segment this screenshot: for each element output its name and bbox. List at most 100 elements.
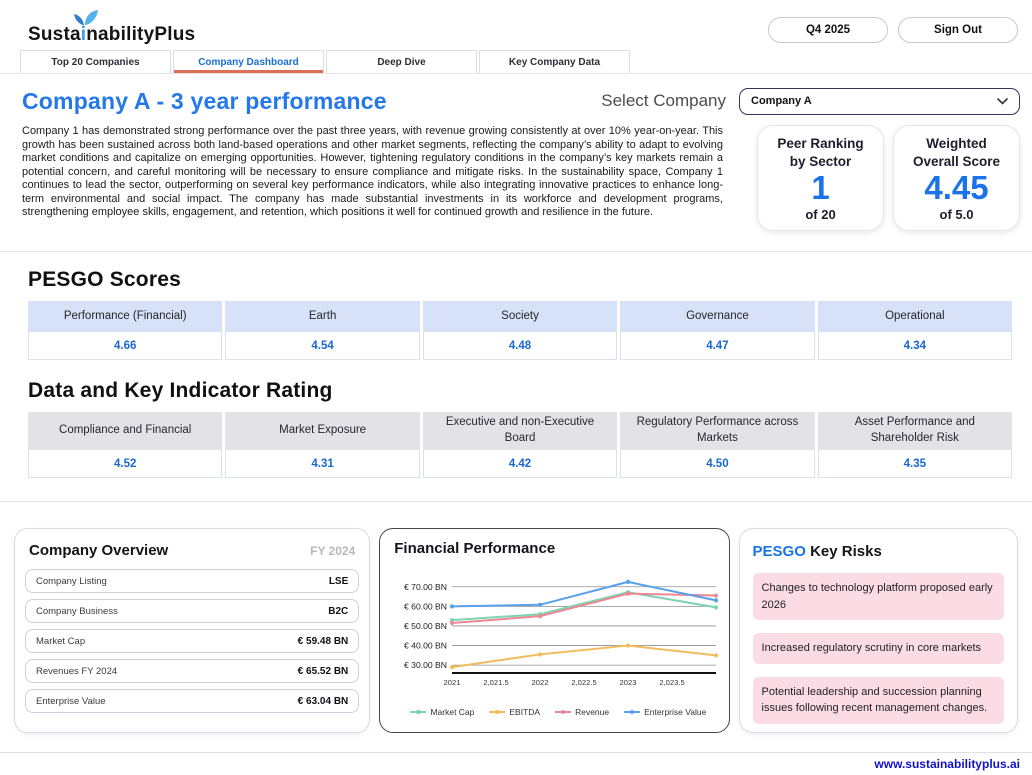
pesgo-accent-label: PESGO (753, 543, 806, 560)
risk-item: Increased regulatory scrutiny in core ma… (753, 633, 1004, 664)
company-summary-text: Company 1 has demonstrated strong perfor… (22, 125, 723, 231)
table-column: Executive and non-Executive Board 4.42 (423, 412, 617, 478)
tab-top-20-companies[interactable]: Top 20 Companies (20, 50, 171, 73)
peer-ranking-card: Peer Ranking by Sector 1 of 20 (757, 125, 884, 231)
stat-cards: Peer Ranking by Sector 1 of 20 Weighted … (757, 125, 1020, 231)
svg-text:€ 70.00 BN: € 70.00 BN (404, 582, 447, 592)
legend-item: Enterprise Value (624, 707, 706, 717)
website-link[interactable]: www.sustainabilityplus.ai (874, 757, 1020, 771)
svg-text:2,022.5: 2,022.5 (572, 678, 597, 687)
legend-item: Revenue (555, 707, 609, 717)
company-select-value: Company A (751, 95, 812, 107)
table-column: Compliance and Financial 4.52 (28, 412, 222, 478)
table-column: Earth 4.54 (225, 301, 419, 360)
column-value: 4.47 (620, 332, 814, 360)
legend-marker-icon (555, 709, 571, 715)
footer-bar: www.sustainabilityplus.ai (0, 752, 1032, 775)
company-overview-header: Company Overview FY 2024 (25, 542, 359, 559)
svg-text:2,021.5: 2,021.5 (484, 678, 509, 687)
table-column: Asset Performance and Shareholder Risk 4… (818, 412, 1012, 478)
key-risks-title: PESGO Key Risks (753, 543, 1004, 560)
pesgo-scores-table: Performance (Financial) 4.66 Earth 4.54 … (28, 301, 1012, 360)
section-divider-2 (0, 501, 1032, 502)
table-column: Society 4.48 (423, 301, 617, 360)
overall-score-caption: of 5.0 (940, 207, 974, 222)
select-company-label: Select Company (601, 91, 726, 111)
column-value: 4.42 (423, 450, 617, 478)
legend-item: Market Cap (410, 707, 474, 717)
table-column: Market Exposure 4.31 (225, 412, 419, 478)
logo-text-prefix: Susta (28, 24, 81, 45)
table-column: Operational 4.34 (818, 301, 1012, 360)
overall-score-card: Weighted Overall Score 4.45 of 5.0 (893, 125, 1020, 231)
leaf-icon (73, 9, 99, 26)
risk-item: Potential leadership and succession plan… (753, 677, 1004, 724)
column-header: Operational (818, 301, 1012, 332)
svg-text:2,023.5: 2,023.5 (660, 678, 685, 687)
column-value: 4.48 (423, 332, 617, 360)
column-value: 4.31 (225, 450, 419, 478)
column-header: Society (423, 301, 617, 332)
legend-marker-icon (624, 709, 640, 715)
overview-row: Company Business B2C (25, 599, 359, 623)
column-header: Market Exposure (225, 412, 419, 450)
financial-performance-panel: Financial Performance € 30.00 BN € 40.00 … (379, 528, 729, 733)
top-buttons: Q4 2025 Sign Out (768, 17, 1018, 46)
financial-performance-title: Financial Performance (394, 540, 722, 557)
key-indicator-table: Compliance and Financial 4.52 Market Exp… (28, 412, 1012, 478)
column-header: Governance (620, 301, 814, 332)
svg-text:€ 40.00 BN: € 40.00 BN (404, 641, 447, 651)
column-value: 4.50 (620, 450, 814, 478)
column-header: Performance (Financial) (28, 301, 222, 332)
peer-ranking-value: 1 (811, 171, 829, 206)
company-overview-rows: Company Listing LSE Company Business B2C… (25, 569, 359, 713)
table-column: Governance 4.47 (620, 301, 814, 360)
company-overview-title: Company Overview (29, 542, 168, 559)
legend-marker-icon (489, 709, 505, 715)
svg-text:2023: 2023 (620, 678, 637, 687)
svg-text:€ 60.00 BN: € 60.00 BN (404, 601, 447, 611)
column-value: 4.54 (225, 332, 419, 360)
svg-text:€ 50.00 BN: € 50.00 BN (404, 621, 447, 631)
legend-item: EBITDA (489, 707, 540, 717)
tab-key-company-data[interactable]: Key Company Data (479, 50, 630, 73)
tab-bar: Top 20 Companies Company Dashboard Deep … (0, 50, 1032, 74)
logo-text-suffix: nabilityPlus (86, 24, 195, 45)
peer-ranking-title: Peer Ranking by Sector (777, 135, 863, 170)
column-value: 4.52 (28, 450, 222, 478)
peer-ranking-caption: of 20 (805, 207, 835, 222)
tab-deep-dive[interactable]: Deep Dive (326, 50, 477, 73)
quarter-button[interactable]: Q4 2025 (768, 17, 888, 43)
overview-row: Company Listing LSE (25, 569, 359, 593)
company-overview-panel: Company Overview FY 2024 Company Listing… (14, 528, 370, 733)
main-content: Company A - 3 year performance Select Co… (0, 86, 1032, 231)
chart-legend: Market Cap EBITDA Revenue Enterprise Val… (394, 707, 722, 717)
overall-score-title: Weighted Overall Score (913, 135, 1000, 170)
pesgo-scores-heading: PESGO Scores (28, 268, 1020, 292)
svg-text:€ 30.00 BN: € 30.00 BN (404, 660, 447, 670)
bottom-panels: Company Overview FY 2024 Company Listing… (14, 528, 1018, 733)
column-header: Regulatory Performance across Markets (620, 412, 814, 450)
table-column: Regulatory Performance across Markets 4.… (620, 412, 814, 478)
overview-row: Revenues FY 2024 € 65.52 BN (25, 659, 359, 683)
column-value: 4.34 (818, 332, 1012, 360)
logo-letter-i: i (81, 24, 86, 45)
sign-out-button[interactable]: Sign Out (898, 17, 1018, 43)
section-divider-1 (0, 251, 1032, 252)
overview-row: Enterprise Value € 63.04 BN (25, 689, 359, 713)
top-bar: Susta inabilityPlus Q4 2025 Sign Out (0, 0, 1032, 46)
overview-row: Market Cap € 59.48 BN (25, 629, 359, 653)
app-logo: Susta inabilityPlus (28, 24, 195, 46)
risk-item: Changes to technology platform proposed … (753, 573, 1004, 620)
table-column: Performance (Financial) 4.66 (28, 301, 222, 360)
column-header: Executive and non-Executive Board (423, 412, 617, 450)
page-title: Company A - 3 year performance (22, 88, 601, 115)
key-indicator-heading: Data and Key Indicator Rating (28, 379, 1020, 403)
summary-row: Company 1 has demonstrated strong perfor… (22, 125, 1020, 231)
tab-company-dashboard[interactable]: Company Dashboard (173, 50, 324, 73)
company-select-dropdown[interactable]: Company A (739, 88, 1020, 115)
svg-text:2021: 2021 (444, 678, 461, 687)
overall-score-value: 4.45 (924, 171, 988, 206)
title-row: Company A - 3 year performance Select Co… (22, 86, 1020, 116)
chevron-down-icon (997, 98, 1008, 105)
